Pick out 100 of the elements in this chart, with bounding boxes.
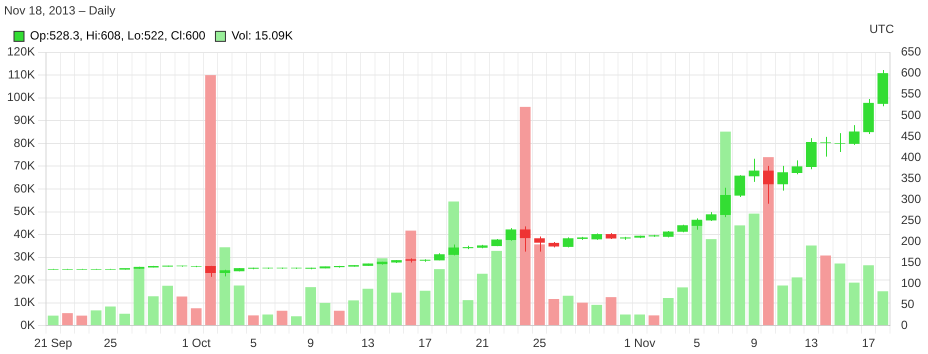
bar (634, 314, 646, 326)
bar (234, 286, 244, 326)
y2-tick-label: 250 (900, 212, 922, 227)
bar (105, 306, 116, 326)
bar (462, 300, 474, 326)
candlestick (777, 165, 788, 192)
x-tick-label: 21 Sep (34, 336, 73, 350)
bar (748, 214, 760, 326)
text: UTC (869, 22, 894, 36)
bar (205, 75, 216, 326)
x-tick-label: 13 (804, 336, 818, 350)
bar (820, 255, 831, 326)
y2-tick-label: 50 (900, 296, 915, 311)
candlestick (448, 244, 460, 256)
candlestick (792, 160, 802, 175)
bar (476, 274, 488, 326)
bar (877, 291, 888, 326)
x-tick-label: 21 (476, 336, 490, 350)
bar (491, 250, 502, 326)
bar (134, 267, 144, 326)
bar (376, 258, 388, 326)
bar (62, 313, 73, 326)
bar (777, 286, 788, 326)
candlestick (720, 187, 731, 218)
bar (420, 290, 430, 326)
bar (148, 296, 159, 326)
y2-tick-label: 450 (900, 128, 922, 143)
x-tick-label: 5 (250, 336, 258, 350)
bar (119, 314, 130, 326)
y2-tick-label: 200 (900, 234, 922, 248)
bar (391, 292, 402, 326)
candlestick (848, 124, 860, 146)
bar (706, 239, 717, 326)
x-tick-label: 17 (862, 336, 876, 350)
legend-label: Vol: 15.09K (231, 28, 293, 43)
x-tick-label: 25 (104, 336, 118, 350)
bar (848, 282, 860, 326)
y-tick-label: 0K (20, 318, 36, 332)
bar (863, 265, 874, 326)
bar (506, 240, 516, 326)
bar (90, 310, 102, 326)
bar (262, 314, 274, 326)
y2-tick-label: 300 (900, 192, 922, 206)
bar (662, 298, 674, 326)
x-tick-label: 1 Nov (624, 336, 656, 350)
legend-label: Op:528.3, Hi:608, Lo:522, Cl:600 (30, 28, 206, 43)
bar (76, 316, 88, 326)
x-tick-label: 17 (418, 336, 432, 350)
chart-subtitle: Nov 18, 2013 – Daily (4, 4, 116, 18)
bar (520, 106, 531, 326)
y-tick-label: 70K (14, 158, 36, 173)
y2-tick-label: 650 (900, 44, 922, 59)
y-tick-label: 80K (14, 136, 36, 150)
bar (405, 230, 416, 326)
y2-tick-label: 0 (900, 318, 908, 332)
y-tick-label: 90K (14, 113, 36, 128)
y-tick-label: 40K (14, 226, 36, 241)
bar (591, 304, 602, 326)
candlestick (506, 228, 516, 242)
y-tick-label: 30K (14, 250, 36, 264)
bar (677, 287, 688, 326)
bar (348, 300, 359, 326)
y2-tick-label: 550 (900, 86, 922, 101)
y-tick-label: 100K (6, 90, 36, 104)
bar (320, 302, 330, 326)
y-tick-label: 20K (14, 272, 36, 286)
candlestick (734, 174, 746, 198)
bar (334, 310, 345, 326)
x-tick-label: 5 (694, 336, 701, 350)
bar (290, 316, 302, 326)
x-tick-label: 1 Oct (182, 336, 212, 350)
candlestick (520, 226, 531, 252)
candlestick (692, 218, 702, 230)
y2-tick-label: 400 (900, 150, 922, 164)
y2-tick-label: 100 (900, 276, 922, 290)
bar (305, 287, 316, 326)
bar (806, 245, 817, 326)
bar (362, 288, 374, 326)
bar (448, 202, 460, 326)
bar (190, 308, 202, 326)
y-tick-label: 10K (14, 295, 36, 310)
bar (548, 298, 560, 326)
bar (577, 302, 588, 326)
y2-tick-label: 600 (900, 66, 922, 80)
bar (248, 315, 259, 326)
bar (219, 247, 230, 326)
candlestick (534, 236, 545, 252)
bar (162, 286, 173, 326)
bar (792, 277, 802, 326)
bar (620, 314, 631, 326)
bar (606, 297, 616, 326)
x-tick-label: 13 (361, 336, 375, 350)
y2-tick-label: 500 (900, 108, 922, 122)
y-tick-label: 110K (8, 67, 36, 82)
y-tick-label: 50K (14, 204, 36, 218)
y-tick-label: 60K (14, 181, 36, 196)
x-tick-label: 9 (750, 336, 758, 350)
x-tick-label: 9 (307, 336, 314, 350)
candlestick (748, 158, 760, 182)
candlestick (562, 236, 574, 248)
